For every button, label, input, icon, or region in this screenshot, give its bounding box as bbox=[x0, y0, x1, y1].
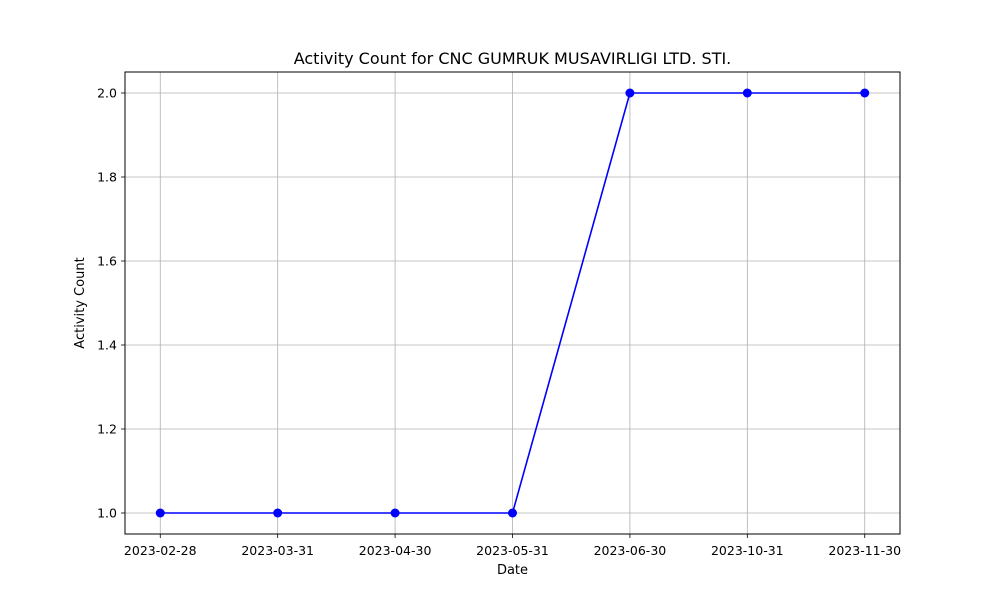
data-point bbox=[508, 508, 517, 518]
data-point bbox=[860, 88, 870, 98]
x-tick-label: 2023-06-30 bbox=[594, 543, 667, 558]
data-point bbox=[273, 508, 283, 518]
x-tick-label: 2023-10-31 bbox=[711, 543, 784, 558]
y-axis-label: Activity Count bbox=[73, 257, 88, 348]
y-tick-label: 1.0 bbox=[97, 506, 117, 521]
y-tick-label: 1.2 bbox=[97, 422, 117, 437]
x-tick-label: 2023-05-31 bbox=[476, 543, 549, 558]
y-tick-label: 1.6 bbox=[97, 254, 117, 269]
chart-title: Activity Count for CNC GUMRUK MUSAVIRLIG… bbox=[294, 49, 732, 68]
y-tick-label: 1.8 bbox=[97, 170, 117, 185]
y-tick-label: 1.4 bbox=[97, 338, 117, 353]
data-point bbox=[742, 88, 752, 98]
y-axis-ticks: 1.0 1.2 1.4 1.6 1.8 2.0 bbox=[97, 86, 125, 521]
data-point bbox=[155, 508, 165, 518]
x-tick-label: 2023-03-31 bbox=[241, 543, 314, 558]
y-tick-label: 2.0 bbox=[97, 86, 117, 101]
x-tick-label: 2023-02-28 bbox=[124, 543, 197, 558]
x-tick-label: 2023-11-30 bbox=[828, 543, 901, 558]
data-point bbox=[625, 88, 635, 98]
x-tick-label: 2023-04-30 bbox=[359, 543, 432, 558]
x-axis-ticks: 2023-02-28 2023-03-31 2023-04-30 2023-05-31… bbox=[124, 534, 901, 558]
data-point bbox=[390, 508, 400, 518]
series-layer bbox=[155, 88, 870, 518]
x-axis-label: Date bbox=[497, 563, 528, 578]
